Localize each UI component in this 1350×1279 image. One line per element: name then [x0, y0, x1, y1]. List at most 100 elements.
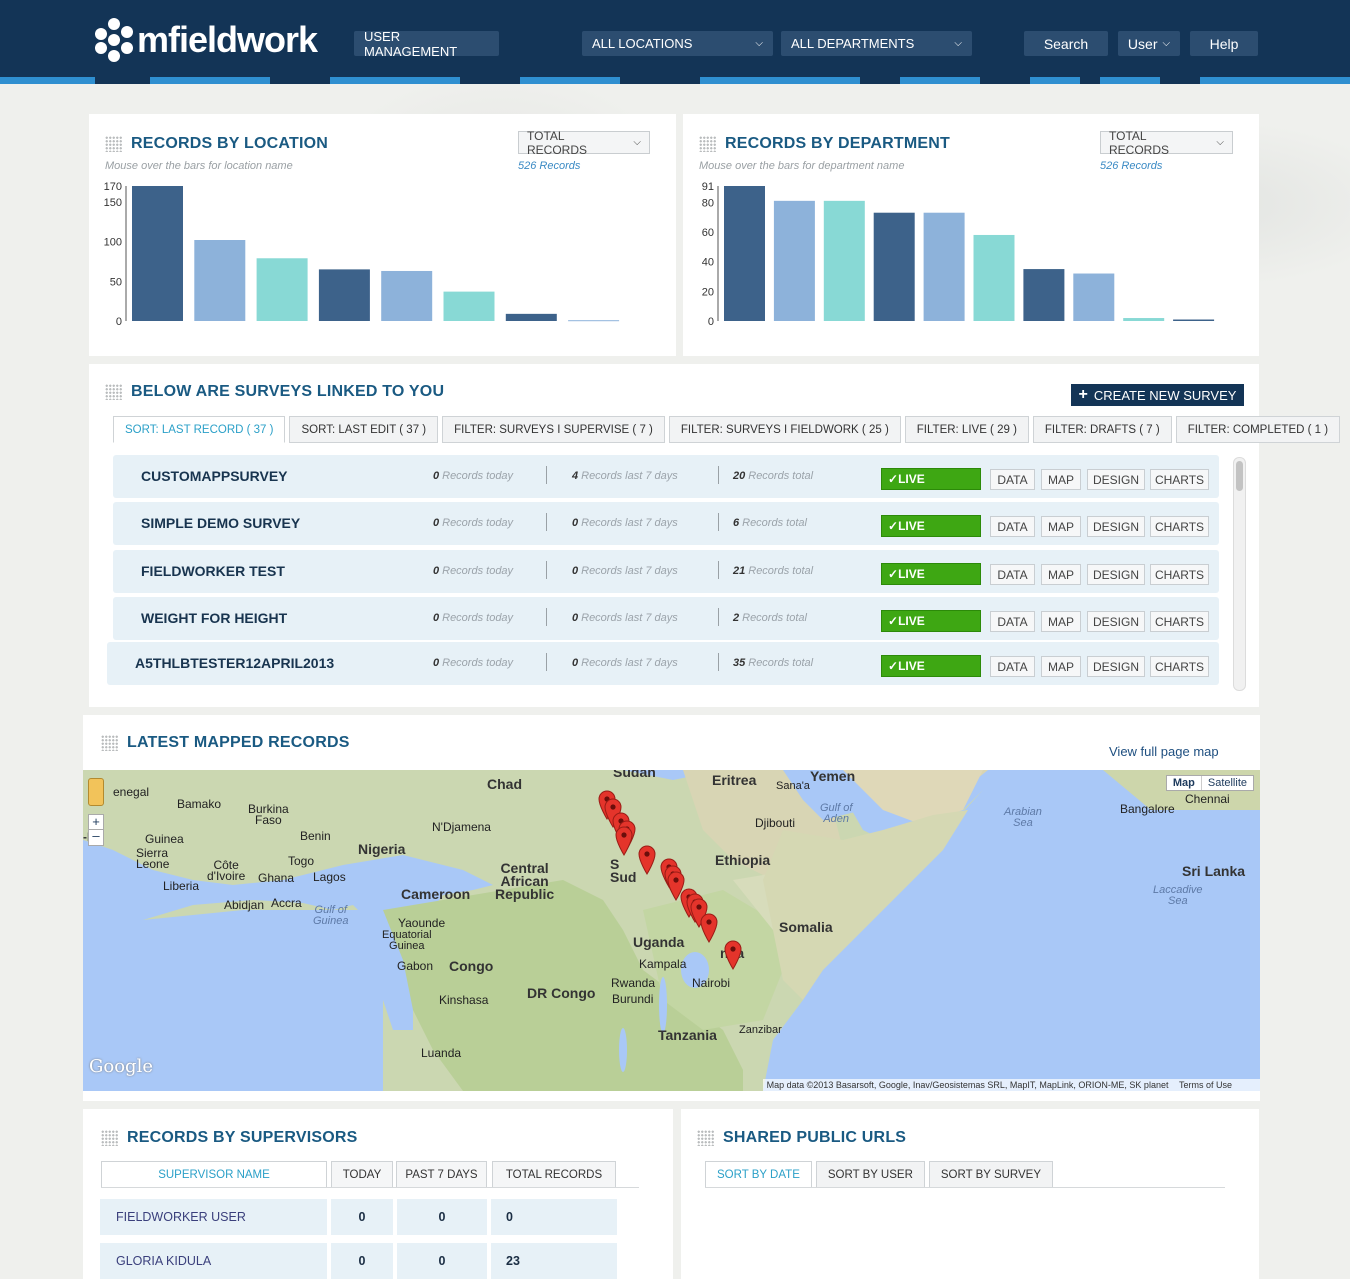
charts-button[interactable]: CHARTS	[1150, 611, 1209, 632]
chart-bar[interactable]	[568, 320, 620, 322]
data-button[interactable]: DATA	[990, 611, 1035, 632]
app-logo[interactable]: mfieldwork	[95, 18, 318, 62]
data-button[interactable]: DATA	[990, 469, 1035, 490]
chart-bar[interactable]	[1173, 319, 1215, 321]
map-button[interactable]: MAP	[1041, 611, 1081, 632]
map-label-ndjamena: N'Djamena	[432, 820, 491, 834]
column-today[interactable]: TODAY	[331, 1161, 393, 1188]
scrollbar-thumb[interactable]	[1236, 461, 1243, 491]
survey-name[interactable]: CUSTOMAPPSURVEY	[141, 468, 288, 484]
survey-name[interactable]: A5THLBTESTER12APRIL2013	[135, 655, 335, 671]
drag-handle-icon[interactable]	[101, 1130, 119, 1146]
map-label-gabon: Gabon	[397, 959, 434, 973]
user-menu-button[interactable]: User ⌵	[1118, 31, 1180, 56]
department-metric-select[interactable]: TOTAL RECORDS ⌵	[1100, 129, 1233, 157]
design-button[interactable]: DESIGN	[1087, 516, 1145, 537]
map-button[interactable]: MAP	[1041, 516, 1081, 537]
search-button[interactable]: Search	[1024, 31, 1108, 56]
tab-filter-fieldwork[interactable]: FILTER: SURVEYS I FIELDWORK ( 25 )	[668, 416, 901, 443]
map-button[interactable]: MAP	[1041, 656, 1081, 677]
live-status-badge[interactable]: ✓ LIVE	[881, 563, 981, 585]
column-total-records[interactable]: TOTAL RECORDS	[492, 1161, 616, 1188]
location-metric-select[interactable]: TOTAL RECORDS ⌵	[518, 129, 650, 157]
tab-sort-by-user[interactable]: SORT BY USER	[815, 1161, 925, 1188]
chart-bar[interactable]	[973, 234, 1015, 321]
tab-sort-by-date[interactable]: SORT BY DATE	[705, 1161, 812, 1188]
create-new-survey-button[interactable]: + CREATE NEW SURVEY	[1071, 384, 1244, 406]
chart-bar[interactable]	[443, 291, 495, 321]
terms-of-use-link[interactable]: Terms of Use	[1178, 1080, 1232, 1090]
design-button[interactable]: DESIGN	[1087, 656, 1145, 677]
chart-bar[interactable]	[381, 270, 433, 321]
live-status-badge[interactable]: ✓ LIVE	[881, 515, 981, 537]
chart-bar[interactable]	[1023, 269, 1065, 321]
chart-bar[interactable]	[505, 313, 557, 321]
tab-filter-supervise[interactable]: FILTER: SURVEYS I SUPERVISE ( 7 )	[442, 416, 665, 443]
charts-button[interactable]: CHARTS	[1150, 564, 1209, 585]
map-marker-icon[interactable]	[615, 826, 633, 856]
map-marker-icon[interactable]	[667, 871, 685, 901]
records-total-stat: 2 Records total	[733, 612, 807, 624]
map-label-somalia: Somalia	[779, 919, 833, 935]
survey-name[interactable]: SIMPLE DEMO SURVEY	[141, 515, 301, 531]
design-button[interactable]: DESIGN	[1087, 564, 1145, 585]
chart-bar[interactable]	[724, 186, 765, 321]
column-past-7-days[interactable]: PAST 7 DAYS	[396, 1161, 487, 1188]
survey-name[interactable]: WEIGHT FOR HEIGHT	[141, 610, 288, 626]
map-marker-icon[interactable]	[724, 940, 742, 970]
tab-sort-last-edit[interactable]: SORT: LAST EDIT ( 37 )	[289, 416, 439, 443]
survey-row: FIELDWORKER TEST 0 Records today 0 Records l…	[113, 550, 1219, 593]
chart-bar[interactable]	[823, 200, 865, 321]
survey-row: A5THLBTESTER12APRIL2013 0 Records today 0 Re…	[107, 642, 1219, 685]
zoom-in-button[interactable]: +	[88, 814, 104, 830]
user-management-button[interactable]: USER MANAGEMENT	[354, 29, 499, 59]
chart-bar[interactable]	[132, 186, 183, 321]
chart-bar[interactable]	[923, 212, 965, 321]
chart-bar[interactable]	[256, 258, 308, 321]
survey-name[interactable]: FIELDWORKER TEST	[141, 563, 285, 579]
data-button[interactable]: DATA	[990, 564, 1035, 585]
map-type-map-button[interactable]: Map	[1172, 777, 1195, 789]
tab-filter-live[interactable]: FILTER: LIVE ( 29 )	[904, 416, 1029, 443]
chart-bar[interactable]	[1073, 273, 1115, 321]
column-supervisor-name[interactable]: SUPERVISOR NAME	[101, 1161, 327, 1188]
chart-bar[interactable]	[1123, 318, 1165, 321]
live-status-badge[interactable]: ✓ LIVE	[881, 655, 981, 677]
map-button[interactable]: MAP	[1041, 469, 1081, 490]
zoom-out-button[interactable]: –	[88, 829, 104, 846]
chart-bar[interactable]	[773, 200, 815, 321]
design-button[interactable]: DESIGN	[1087, 611, 1145, 632]
view-full-map-link[interactable]: View full page map	[1109, 744, 1219, 759]
map-marker-icon[interactable]	[690, 898, 708, 928]
records-map[interactable]: Sudan Chad Eritrea Yemen Sana'a enegal B…	[83, 770, 1260, 1091]
live-status-badge[interactable]: ✓ LIVE	[881, 468, 981, 490]
tab-filter-drafts[interactable]: FILTER: DRAFTS ( 7 )	[1032, 416, 1172, 443]
live-status-badge[interactable]: ✓ LIVE	[881, 610, 981, 632]
map-type-satellite-button[interactable]: Satellite	[1200, 776, 1253, 790]
drag-handle-icon[interactable]	[101, 735, 119, 751]
tab-sort-by-survey[interactable]: SORT BY SURVEY	[928, 1161, 1054, 1188]
street-view-pegman-icon[interactable]	[88, 778, 104, 806]
map-marker-icon[interactable]	[700, 913, 718, 943]
chart-bar[interactable]	[194, 240, 246, 321]
chart-bar[interactable]	[318, 269, 370, 321]
locations-select[interactable]: ALL LOCATIONS ⌵	[582, 31, 773, 56]
tab-sort-last-record[interactable]: SORT: LAST RECORD ( 37 )	[113, 416, 286, 443]
map-marker-icon[interactable]	[638, 845, 656, 875]
design-button[interactable]: DESIGN	[1087, 469, 1145, 490]
data-button[interactable]: DATA	[990, 656, 1035, 677]
charts-button[interactable]: CHARTS	[1150, 656, 1209, 677]
map-button[interactable]: MAP	[1041, 564, 1081, 585]
departments-select[interactable]: ALL DEPARTMENTS ⌵	[781, 31, 972, 56]
data-button[interactable]: DATA	[990, 516, 1035, 537]
help-button[interactable]: Help	[1190, 31, 1258, 56]
drag-handle-icon[interactable]	[105, 384, 123, 400]
drag-handle-icon[interactable]	[699, 136, 717, 152]
charts-button[interactable]: CHARTS	[1150, 516, 1209, 537]
charts-button[interactable]: CHARTS	[1150, 469, 1209, 490]
chart-bar[interactable]	[873, 212, 915, 321]
survey-list-scrollbar[interactable]	[1233, 457, 1246, 691]
tab-filter-completed[interactable]: FILTER: COMPLETED ( 1 )	[1175, 416, 1341, 443]
drag-handle-icon[interactable]	[697, 1130, 715, 1146]
drag-handle-icon[interactable]	[105, 136, 123, 152]
